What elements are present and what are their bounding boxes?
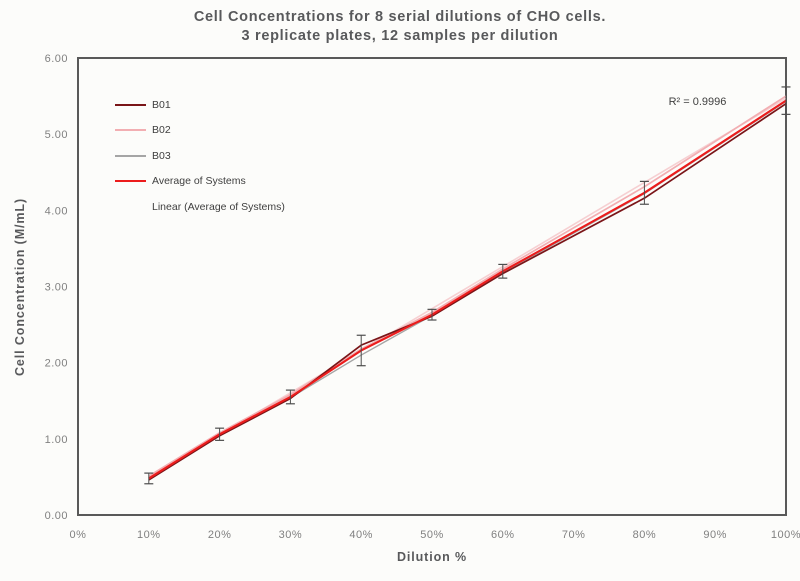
y-tick-label: 4.00: [45, 205, 68, 217]
chart-title: Cell Concentrations for 8 serial dilutio…: [0, 8, 800, 46]
legend-label: B03: [152, 149, 171, 162]
y-tick-label: 5.00: [45, 129, 68, 141]
legend-swatch: [115, 180, 146, 183]
legend-label: B01: [152, 98, 171, 111]
legend-swatch: [115, 129, 146, 132]
x-tick-label: 40%: [349, 529, 373, 541]
y-tick-label: 2.00: [45, 358, 68, 370]
series-line-average-of-systems: [148, 99, 787, 480]
legend-label: B02: [152, 124, 171, 137]
y-tick-label: 0.00: [45, 510, 68, 522]
x-tick-label: 30%: [279, 529, 303, 541]
legend-swatch: [115, 103, 146, 106]
x-tick-label: 90%: [703, 529, 727, 541]
y-tick-label: 6.00: [45, 53, 68, 65]
legend-item-b03: B03: [115, 143, 285, 169]
x-tick-label: 10%: [137, 529, 161, 541]
x-tick-label: 20%: [208, 529, 232, 541]
legend: B01 B02 B03 Average of Systems Linear (Avera…: [115, 92, 285, 220]
legend-swatch: [115, 206, 146, 208]
plot-border: [77, 57, 787, 516]
legend-item-linear-average-of-systems-: Linear (Average of Systems): [115, 194, 285, 220]
legend-item-average-of-systems: Average of Systems: [115, 169, 285, 195]
chart-title-line1: Cell Concentrations for 8 serial dilutio…: [193, 9, 607, 25]
x-axis-title: Dilution %: [396, 550, 468, 564]
x-tick-label: 70%: [562, 529, 586, 541]
r-squared-annotation: R² = 0.9996: [668, 96, 727, 108]
x-tick-label: 0%: [70, 529, 87, 541]
legend-item-b01: B01: [115, 92, 285, 118]
x-tick-label: 100%: [771, 529, 800, 541]
y-axis-title: Cell Concentration (M/mL): [13, 197, 27, 377]
y-tick-label: 1.00: [45, 434, 68, 446]
x-tick-label: 60%: [491, 529, 515, 541]
legend-swatch: [115, 154, 146, 157]
chart-title-line2: 3 replicate plates, 12 samples per dilut…: [241, 28, 559, 44]
legend-item-b02: B02: [115, 118, 285, 144]
series-line-b01: [148, 102, 787, 481]
legend-label: Average of Systems: [152, 175, 246, 188]
legend-label: Linear (Average of Systems): [152, 200, 285, 213]
x-tick-label: 50%: [420, 529, 444, 541]
x-tick-label: 80%: [633, 529, 657, 541]
y-tick-label: 3.00: [45, 282, 68, 294]
